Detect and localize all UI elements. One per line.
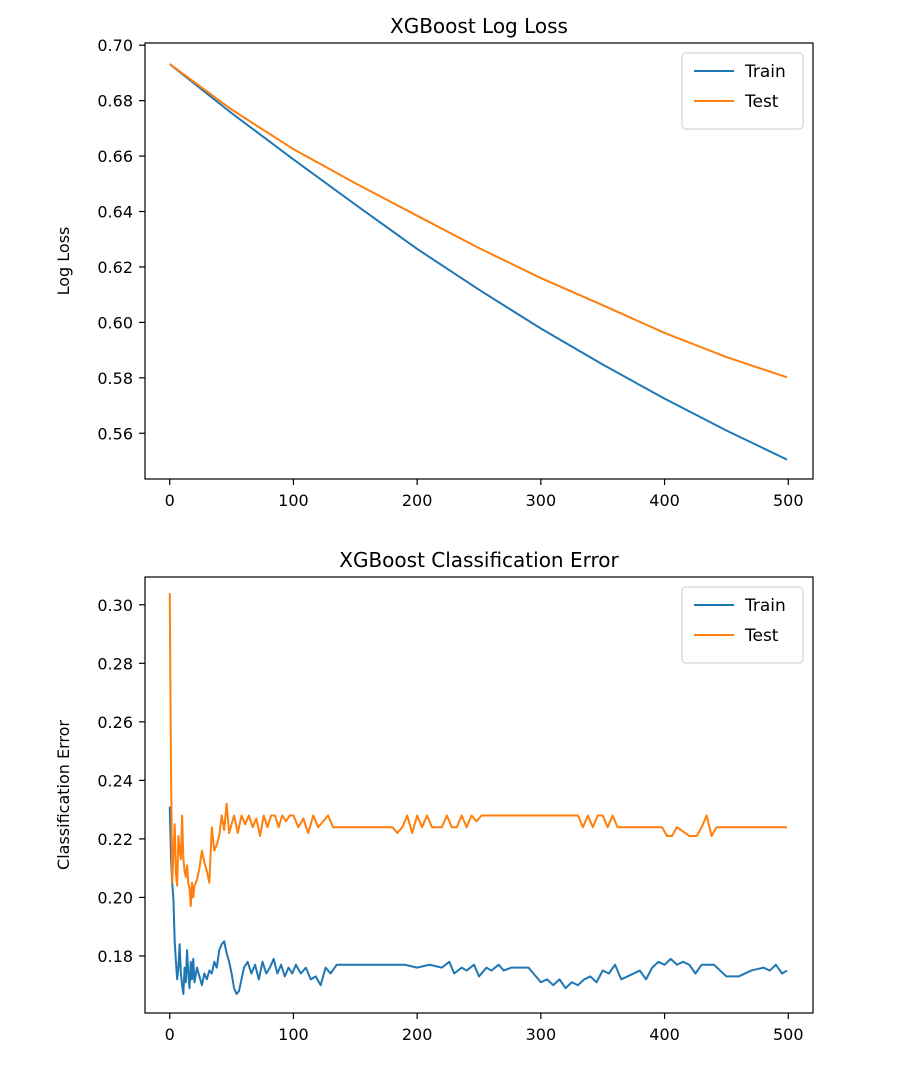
y-tick-label: 0.58	[97, 369, 133, 388]
y-axis-label: Classification Error	[54, 720, 73, 870]
y-tick-label: 0.28	[97, 654, 133, 673]
y-tick-label: 0.18	[97, 947, 133, 966]
chart-1: XGBoost Log Loss Log Loss 0 100 200 300 400 500…	[54, 14, 814, 510]
legend-label: Train	[744, 596, 786, 616]
x-tick-label: 0	[165, 491, 175, 510]
x-tick-label: 300	[526, 1025, 557, 1044]
legend-label: Train	[744, 62, 786, 82]
y-tick-label: 0.64	[97, 203, 133, 222]
y-tick-label: 0.62	[97, 258, 133, 277]
plot-frame	[144, 42, 814, 480]
x-tick-label: 400	[649, 1025, 680, 1044]
x-tick-label: 500	[773, 491, 804, 510]
x-tick-label: 500	[773, 1025, 804, 1044]
legend: Train Test	[681, 586, 804, 664]
series-line-test	[168, 593, 788, 908]
y-tick-label: 0.26	[97, 713, 133, 732]
chart-title: XGBoost Classification Error	[339, 548, 619, 572]
y-tick-label: 0.68	[97, 92, 133, 111]
y-tick-label: 0.22	[97, 830, 133, 849]
y-tick-label: 0.66	[97, 147, 133, 166]
legend: Train Test	[681, 52, 804, 130]
x-tick-label: 0	[165, 1025, 175, 1044]
x-tick-label: 300	[526, 491, 557, 510]
legend-label: Test	[744, 92, 779, 112]
x-tick-label: 400	[649, 491, 680, 510]
x-tick-label: 200	[402, 1025, 433, 1044]
x-tick-label: 100	[278, 491, 309, 510]
series-line-train	[168, 806, 788, 995]
series-line-train	[169, 63, 788, 461]
y-tick-label: 0.60	[97, 313, 133, 332]
plot-frame	[144, 576, 814, 1014]
chart-title: XGBoost Log Loss	[390, 14, 568, 38]
legend-label: Test	[744, 626, 779, 646]
series-line-test	[169, 63, 788, 379]
y-axis-label: Log Loss	[54, 227, 73, 296]
y-tick-label: 0.70	[97, 36, 133, 55]
y-tick-label: 0.24	[97, 771, 133, 790]
chart-2: XGBoost Classification Error Classificati…	[54, 548, 814, 1044]
y-tick-label: 0.56	[97, 424, 133, 443]
x-tick-label: 100	[278, 1025, 309, 1044]
y-tick-label: 0.30	[97, 596, 133, 615]
y-tick-label: 0.20	[97, 888, 133, 907]
x-tick-label: 200	[402, 491, 433, 510]
